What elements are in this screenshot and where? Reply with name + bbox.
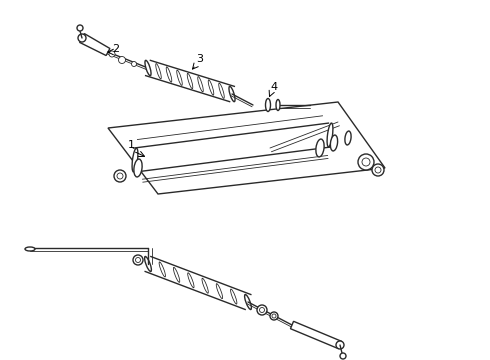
Text: 1: 1 [128,140,135,150]
Circle shape [336,341,344,349]
Ellipse shape [145,60,151,76]
Ellipse shape [216,284,222,299]
Circle shape [114,170,126,182]
Circle shape [270,312,278,320]
Text: 4: 4 [270,82,277,92]
Ellipse shape [198,77,203,92]
Ellipse shape [327,123,333,147]
Ellipse shape [159,262,166,277]
Circle shape [117,173,123,179]
Circle shape [372,164,384,176]
Polygon shape [108,102,385,194]
Circle shape [78,34,86,42]
Polygon shape [291,321,342,349]
Ellipse shape [188,273,194,288]
Ellipse shape [132,148,138,172]
Text: 3: 3 [196,54,203,64]
Circle shape [119,57,125,63]
Ellipse shape [173,267,180,282]
Circle shape [109,51,115,57]
Ellipse shape [276,99,280,111]
Ellipse shape [187,73,193,89]
Circle shape [77,25,83,31]
Ellipse shape [208,80,214,95]
Ellipse shape [231,289,237,304]
Circle shape [375,167,381,173]
Circle shape [257,305,267,315]
Circle shape [358,154,374,170]
Ellipse shape [219,83,224,98]
Circle shape [272,314,276,318]
Circle shape [131,62,137,67]
Circle shape [133,255,143,265]
Polygon shape [80,33,110,55]
Ellipse shape [25,247,35,251]
Ellipse shape [266,99,270,112]
Ellipse shape [345,131,351,145]
Ellipse shape [145,256,151,271]
Ellipse shape [134,159,142,177]
Ellipse shape [177,70,182,85]
Ellipse shape [156,64,161,79]
Ellipse shape [166,67,172,82]
Circle shape [136,257,141,262]
Circle shape [260,307,265,312]
Circle shape [362,158,370,166]
Ellipse shape [229,86,235,102]
Circle shape [340,353,346,359]
Ellipse shape [316,139,324,157]
Ellipse shape [202,278,208,293]
Text: 2: 2 [112,44,119,54]
Ellipse shape [330,135,338,151]
Ellipse shape [245,294,251,310]
